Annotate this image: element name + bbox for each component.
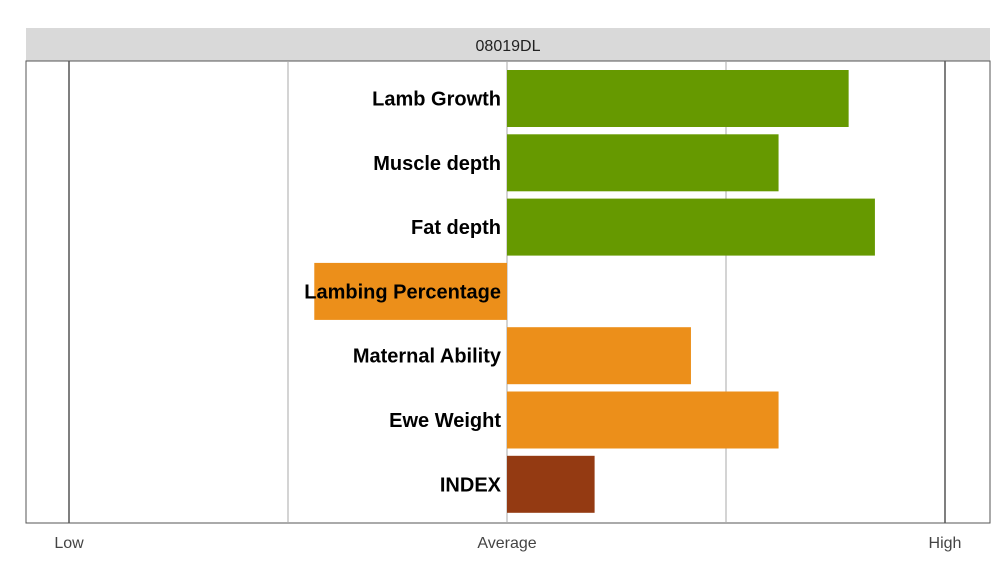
bar-index: [507, 455, 595, 513]
x-tick-label-low: Low: [54, 535, 84, 552]
bar-lambing-percentage: [314, 262, 507, 320]
bars: [314, 70, 875, 513]
x-tick-label-high: High: [929, 535, 962, 552]
plot-panel: [25, 60, 991, 524]
bar-label-lambing-percentage: Lambing Percentage: [304, 281, 501, 303]
bar-muscle-depth: [507, 134, 779, 192]
bar-label-index: INDEX: [440, 474, 502, 496]
bar-labels: Lamb Growth Muscle depth Fat depth Lambing …: [304, 89, 502, 497]
bar-label-lamb-growth: Lamb Growth: [372, 89, 501, 111]
chart-title: 08019DL: [476, 38, 541, 55]
x-tick-label-average: Average: [477, 535, 536, 552]
bar-label-maternal-ability: Maternal Ability: [353, 346, 502, 368]
bar-maternal-ability: [507, 327, 691, 385]
bar-label-ewe-weight: Ewe Weight: [389, 410, 501, 432]
bar-fat-depth: [507, 198, 875, 256]
x-axis-ticks: Low Average High: [54, 535, 961, 552]
title-strip: [26, 28, 990, 61]
bar-ewe-weight: [507, 391, 779, 449]
bar-label-muscle-depth: Muscle depth: [373, 153, 501, 175]
bar-lamb-growth: [507, 70, 849, 127]
bar-label-fat-depth: Fat depth: [411, 217, 501, 239]
